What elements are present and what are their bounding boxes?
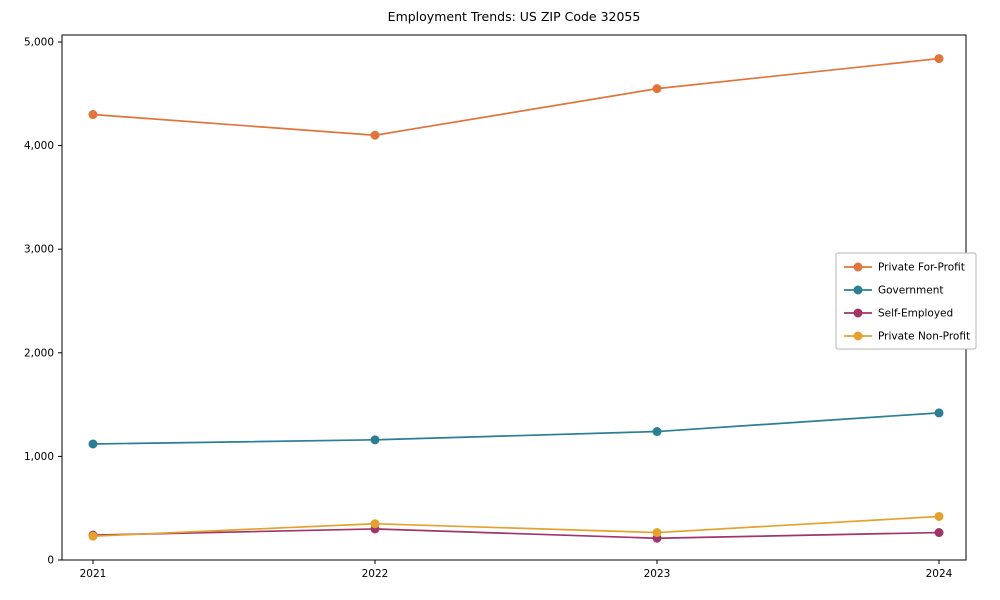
legend-label: Government (878, 285, 943, 297)
data-point (370, 519, 380, 529)
data-point (88, 531, 98, 541)
x-tick-label: 2023 (644, 568, 671, 580)
data-point (370, 130, 380, 140)
chart-title: Employment Trends: US ZIP Code 32055 (388, 9, 641, 24)
legend-label: Private Non-Profit (878, 331, 970, 343)
data-point (88, 110, 98, 120)
y-tick-label: 5,000 (24, 37, 54, 49)
data-point (934, 408, 944, 418)
legend-sample-marker (853, 308, 863, 318)
data-point (652, 84, 662, 94)
data-point (652, 528, 662, 538)
data-point (88, 439, 98, 449)
series-line (92, 515, 940, 538)
data-point (370, 435, 380, 445)
legend-sample-marker (853, 331, 863, 341)
data-point (934, 54, 944, 64)
series-line (92, 528, 940, 540)
data-point (934, 511, 944, 521)
y-tick-label: 3,000 (24, 244, 54, 256)
data-point (934, 528, 944, 538)
legend-sample-marker (853, 285, 863, 295)
data-point (652, 427, 662, 437)
y-tick-label: 0 (47, 555, 54, 567)
series-line (92, 412, 940, 445)
legend-label: Private For-Profit (878, 262, 965, 274)
x-tick-label: 2022 (362, 568, 389, 580)
legend-sample-marker (853, 262, 863, 272)
legend-box (835, 252, 977, 350)
series-line (92, 57, 940, 137)
y-tick-label: 2,000 (24, 347, 54, 359)
legend-label: Self-Employed (878, 308, 953, 320)
y-tick-label: 1,000 (24, 451, 54, 463)
y-tick-label: 4,000 (24, 140, 54, 152)
plot-border (61, 34, 967, 561)
x-tick-label: 2021 (80, 568, 107, 580)
x-tick-label: 2024 (926, 568, 953, 580)
